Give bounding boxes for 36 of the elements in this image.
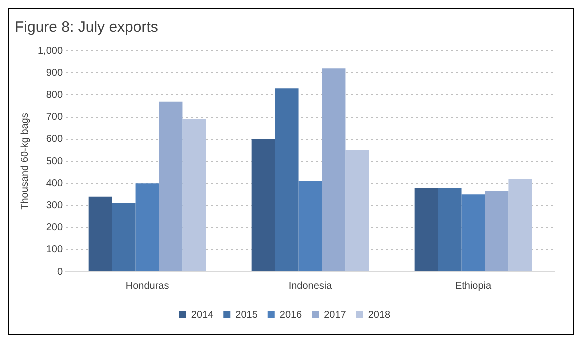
y-tick-label: 700 [46, 112, 64, 124]
bar [275, 88, 299, 272]
legend-label: 2018 [368, 310, 392, 321]
bar [462, 194, 486, 272]
bar [438, 188, 462, 272]
bar [322, 68, 346, 272]
legend-label: 2017 [324, 310, 347, 321]
bar [159, 102, 183, 272]
y-tick-label: 500 [46, 156, 64, 168]
bar [485, 191, 509, 272]
bar [298, 181, 322, 272]
bar [182, 120, 206, 272]
x-tick-label: Ethiopia [455, 280, 492, 292]
y-tick-label: 200 [46, 222, 64, 234]
x-tick-label: Honduras [126, 280, 170, 292]
legend-label: 2015 [236, 310, 258, 321]
y-tick-label: 600 [46, 134, 64, 146]
chart-title: Figure 8: July exports [15, 19, 158, 36]
y-tick-label: 0 [57, 266, 64, 278]
y-axis-title: Thousand 60-kg bags [20, 113, 31, 210]
legend-label: 2014 [191, 310, 214, 321]
y-tick-label: 1,000 [38, 46, 64, 57]
y-tick-label: 900 [46, 68, 64, 79]
x-tick-label: Indonesia [288, 280, 333, 292]
bar [346, 150, 370, 272]
legend-label: 2016 [280, 310, 303, 321]
bar [136, 184, 160, 272]
y-tick-label: 300 [46, 200, 64, 212]
bar [112, 203, 136, 272]
bar [88, 196, 112, 272]
y-tick-label: 800 [46, 90, 64, 101]
y-tick-label: 400 [46, 178, 64, 190]
bar [252, 139, 276, 272]
bar [414, 188, 438, 272]
y-tick-label: 100 [46, 244, 64, 256]
bar [508, 179, 532, 272]
